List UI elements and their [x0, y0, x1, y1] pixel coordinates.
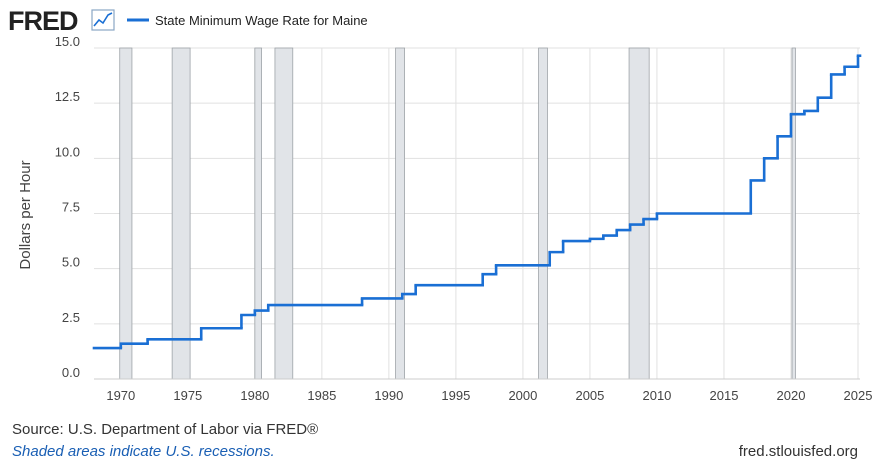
- y-axis-label: Dollars per Hour: [17, 160, 34, 269]
- x-tick-label: 2015: [710, 388, 739, 403]
- x-tick-label: 1985: [307, 388, 336, 403]
- recession-band: [791, 47, 796, 380]
- y-tick-label: 10.0: [55, 144, 80, 159]
- y-tick-label: 0.0: [62, 365, 80, 380]
- logo-icon-line: [93, 12, 113, 27]
- y-tick-label: 12.5: [55, 89, 80, 104]
- x-tick-label: 1995: [441, 388, 470, 403]
- x-tick-label: 2005: [575, 388, 604, 403]
- recession-band: [395, 47, 405, 380]
- recession-band: [628, 47, 650, 380]
- url: fred.stlouisfed.org: [739, 443, 858, 460]
- x-tick-label: 1990: [374, 388, 403, 403]
- legend-label: State Minimum Wage Rate for Maine: [155, 13, 368, 28]
- y-tick-label: 7.5: [62, 200, 80, 215]
- logo-icon: [91, 9, 115, 31]
- y-tick-label: 15.0: [55, 34, 80, 49]
- x-tick-label: 1970: [106, 388, 135, 403]
- recession-note: Shaded areas indicate U.S. recessions.: [12, 443, 275, 460]
- logo-icon-frame: [91, 9, 115, 31]
- series: [92, 54, 862, 350]
- y-tick-label: 2.5: [62, 310, 80, 325]
- recession-band: [254, 47, 262, 380]
- recession-band: [538, 47, 548, 380]
- x-tick-label: 2000: [508, 388, 537, 403]
- recession-band: [171, 47, 191, 380]
- x-tick-label: 2025: [844, 388, 873, 403]
- step-riser: [119, 55, 860, 349]
- x-tick-label: 1980: [240, 388, 269, 403]
- logo: FRED: [8, 6, 78, 36]
- recession-band: [119, 47, 133, 380]
- x-tick-label: 1975: [173, 388, 202, 403]
- x-tick-label: 2010: [642, 388, 671, 403]
- recession-band: [274, 47, 294, 380]
- y-tick-label: 5.0: [62, 255, 80, 270]
- source: Source: U.S. Department of Labor via FRE…: [12, 421, 318, 438]
- x-tick-label: 2020: [777, 388, 806, 403]
